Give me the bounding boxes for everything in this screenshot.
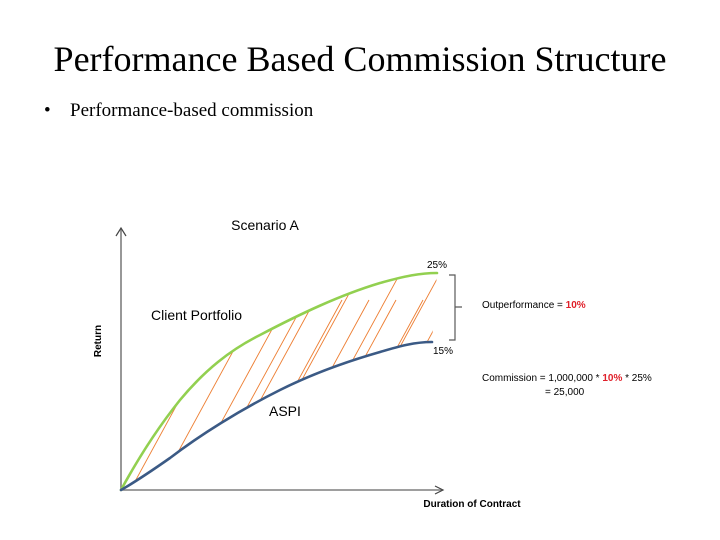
x-axis: [121, 485, 445, 495]
chart-title: Scenario A: [231, 217, 299, 233]
commission-annotation: Commission = 1,000,000 * 10% * 25%: [482, 373, 652, 384]
series-label-aspi: ASPI: [269, 403, 301, 419]
end-value-aspi: 15%: [433, 346, 453, 357]
slide-title: Performance Based Commission Structure: [53, 39, 667, 79]
arrow-up-icon: [115, 226, 127, 237]
client-portfolio-line: [119, 271, 439, 492]
x-axis-label: Duration of Contract: [423, 499, 521, 510]
outperformance-bracket: [449, 274, 462, 341]
y-axis-label: Return: [93, 325, 104, 357]
commission-text-prefix: Commission = 1,000,000 *: [482, 373, 602, 384]
outperformance-annotation: Outperformance = 10%: [482, 300, 586, 311]
commission-text-suffix: * 25%: [622, 373, 652, 384]
y-axis: [115, 226, 127, 490]
bullet-marker: •: [44, 100, 51, 121]
commission-highlight: 10%: [602, 373, 622, 384]
outperformance-value: 10%: [566, 300, 586, 311]
series-label-client-portfolio: Client Portfolio: [151, 307, 242, 323]
outperformance-text: Outperformance =: [482, 300, 566, 311]
aspi-line: [119, 340, 434, 492]
arrow-right-icon: [434, 485, 445, 495]
bullet-text: Performance-based commission: [70, 100, 314, 121]
end-value-client-portfolio: 25%: [427, 260, 447, 271]
commission-result: = 25,000: [545, 387, 585, 398]
